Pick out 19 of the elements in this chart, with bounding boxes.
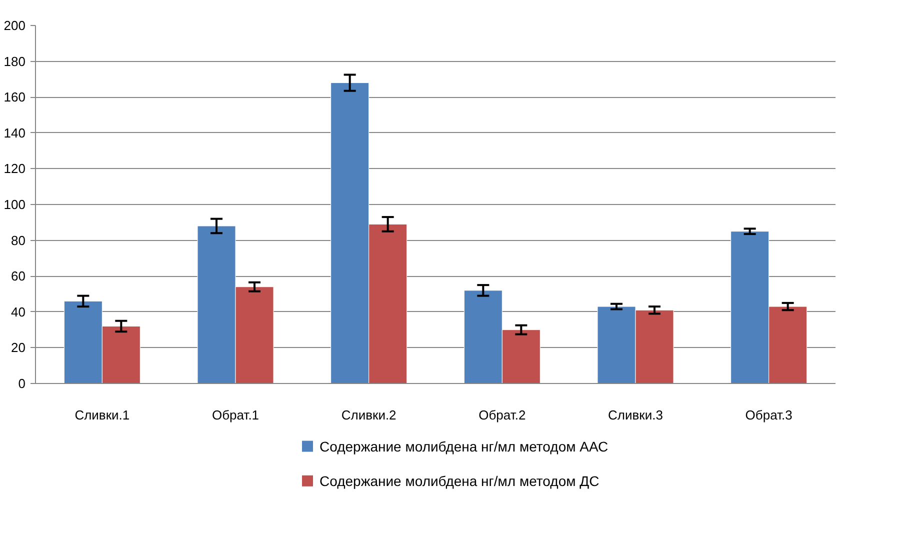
y-tick-label: 120 xyxy=(4,161,26,176)
x-tick-label: Обрат.2 xyxy=(478,408,526,422)
y-tick-label: 200 xyxy=(4,18,26,33)
y-tick-label: 0 xyxy=(18,376,26,391)
y-tick-label: 180 xyxy=(4,54,26,69)
x-tick-label: Сливки.2 xyxy=(341,408,396,422)
x-tick-label: Обрат.3 xyxy=(745,408,792,422)
legend-label: Содержание молибдена нг/мл методом ДС xyxy=(320,472,600,489)
y-tick-label: 20 xyxy=(11,340,26,356)
y-tick-label: 160 xyxy=(4,90,26,105)
y-tick-label: 100 xyxy=(4,197,26,212)
x-tick-label: Сливки.3 xyxy=(608,408,663,422)
x-tick-label: Обрат.1 xyxy=(212,408,260,422)
y-tick-label: 80 xyxy=(11,232,26,248)
x-tick-label: Сливки.1 xyxy=(74,408,130,422)
y-tick-label: 60 xyxy=(11,268,26,284)
y-tick-label: 40 xyxy=(11,304,26,320)
legend-label: Содержание молибдена нг/мл методом ААС xyxy=(320,438,608,454)
y-tick-label: 140 xyxy=(4,125,26,140)
